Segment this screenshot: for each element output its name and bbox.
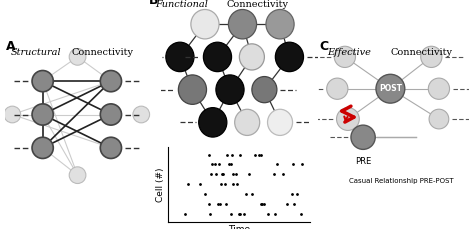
- Circle shape: [235, 109, 260, 135]
- Text: Connectivity: Connectivity: [72, 48, 134, 57]
- Circle shape: [178, 75, 207, 104]
- Circle shape: [334, 46, 356, 68]
- Text: B: B: [149, 0, 158, 7]
- Text: Casual Relationship PRE-POST: Casual Relationship PRE-POST: [349, 178, 453, 184]
- Circle shape: [266, 9, 294, 39]
- Circle shape: [228, 9, 256, 39]
- Text: POST: POST: [379, 84, 402, 93]
- Circle shape: [166, 42, 194, 72]
- Text: Connectivity: Connectivity: [227, 0, 289, 9]
- Text: Functional: Functional: [155, 0, 208, 9]
- Text: A: A: [6, 40, 16, 53]
- Text: C: C: [319, 40, 328, 53]
- X-axis label: Time: Time: [228, 225, 250, 229]
- Text: Connectivity: Connectivity: [391, 48, 452, 57]
- Circle shape: [327, 78, 348, 99]
- Circle shape: [275, 42, 303, 72]
- Circle shape: [203, 42, 232, 72]
- Circle shape: [69, 167, 86, 183]
- Circle shape: [428, 78, 449, 99]
- Circle shape: [69, 49, 86, 65]
- Circle shape: [133, 106, 150, 123]
- Circle shape: [351, 125, 375, 149]
- Circle shape: [376, 74, 405, 103]
- Circle shape: [337, 108, 359, 131]
- Circle shape: [32, 71, 53, 92]
- Circle shape: [191, 9, 219, 39]
- Circle shape: [239, 44, 264, 70]
- Circle shape: [199, 108, 227, 137]
- Circle shape: [421, 46, 442, 68]
- Circle shape: [429, 109, 449, 129]
- Text: PRE: PRE: [355, 157, 371, 166]
- Circle shape: [267, 109, 292, 135]
- Circle shape: [252, 76, 277, 103]
- Text: Structural: Structural: [11, 48, 62, 57]
- Circle shape: [32, 104, 53, 125]
- Circle shape: [216, 75, 244, 104]
- Circle shape: [100, 137, 121, 158]
- Circle shape: [100, 71, 121, 92]
- Circle shape: [4, 106, 21, 123]
- Text: Effective: Effective: [327, 48, 371, 57]
- Y-axis label: Cell (#): Cell (#): [156, 167, 165, 202]
- Circle shape: [100, 104, 121, 125]
- Circle shape: [32, 137, 53, 158]
